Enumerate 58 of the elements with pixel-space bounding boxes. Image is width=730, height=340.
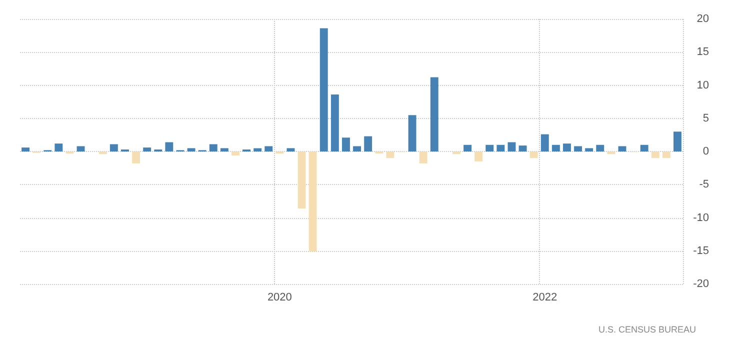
bar: [330, 94, 339, 152]
bar: [585, 148, 594, 152]
bar: [254, 148, 262, 152]
text: U.S. CENSUS BUREAU: [598, 324, 696, 334]
bar: [220, 148, 228, 152]
bar: [264, 146, 273, 152]
bar: [286, 148, 295, 152]
bar: [474, 152, 483, 162]
y-tick-label: 15: [696, 46, 709, 58]
bar: [353, 146, 362, 152]
x-tick-label: 2020: [267, 292, 292, 304]
y-tick-label: 10: [696, 79, 709, 92]
bar: [452, 152, 460, 154]
bar: [54, 144, 63, 152]
bar: [165, 142, 174, 152]
bar: [618, 146, 626, 152]
bar: [143, 148, 152, 152]
bar: [308, 152, 317, 252]
bar: [518, 146, 527, 152]
bar: [496, 144, 505, 152]
bar: [562, 144, 571, 152]
y-tick-label: -5: [699, 178, 709, 191]
bar: [574, 146, 582, 152]
bar: [640, 144, 648, 152]
y-tick-label: 20: [696, 13, 709, 25]
x-tick-label: 2022: [532, 292, 558, 304]
bar: [508, 142, 516, 152]
bar: [596, 144, 604, 152]
bar: [132, 152, 140, 164]
bar: [22, 148, 30, 152]
bar: [540, 134, 549, 152]
bar: [76, 146, 85, 152]
bar: [98, 152, 107, 154]
bar: [187, 148, 196, 152]
bar: [209, 144, 218, 152]
y-tick-label: 0: [702, 146, 709, 158]
y-tick-label: -15: [693, 244, 709, 257]
bar: [673, 132, 682, 152]
bar: [464, 144, 472, 152]
bar: [386, 152, 394, 158]
bar: [607, 152, 616, 154]
bar: [364, 136, 372, 152]
y-tick-label: 5: [702, 112, 709, 124]
bar: [320, 28, 328, 152]
y-tick-label: -10: [693, 212, 709, 224]
bar: [662, 152, 670, 158]
bar: [110, 144, 118, 152]
bar: [651, 152, 660, 158]
bar: [408, 115, 416, 152]
bar: [486, 144, 494, 152]
bar: [342, 138, 350, 152]
bar: [419, 152, 428, 164]
bar: [530, 152, 538, 158]
y-tick-label: -20: [693, 278, 709, 290]
bar: [231, 152, 240, 156]
bar: [552, 144, 560, 152]
bar: [298, 152, 306, 208]
bar: [430, 77, 438, 152]
